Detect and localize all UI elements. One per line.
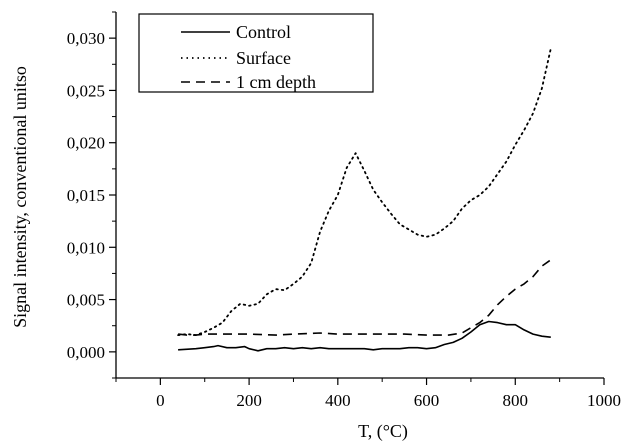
y-tick-label: 0,000 (67, 343, 105, 362)
x-axis-label: T, (°C) (358, 421, 408, 442)
x-tick-label: 400 (325, 391, 351, 410)
x-tick-label: 200 (236, 391, 262, 410)
y-tick-label: 0,025 (67, 81, 105, 100)
y-tick-label: 0,005 (67, 291, 105, 310)
series-line-control (178, 322, 551, 351)
y-tick-label: 0,020 (67, 134, 105, 153)
y-tick-label: 0,015 (67, 186, 105, 205)
x-tick-label: 600 (414, 391, 440, 410)
y-axis-label: Signal intensity, conventional unitso (10, 66, 30, 328)
legend-label-control: Control (236, 22, 291, 42)
x-tick-label: 0 (156, 391, 165, 410)
legend-label-depth: 1 cm depth (236, 72, 316, 92)
series-line-1-cm-depth (178, 260, 551, 335)
legend: Control Surface 1 cm depth (139, 14, 373, 92)
x-tick-label: 800 (503, 391, 529, 410)
y-tick-label: 0,010 (67, 238, 105, 257)
legend-label-surface: Surface (236, 48, 291, 68)
series-layer (178, 49, 551, 351)
x-tick-label: 1000 (587, 391, 621, 410)
y-tick-label: 0,030 (67, 29, 105, 48)
